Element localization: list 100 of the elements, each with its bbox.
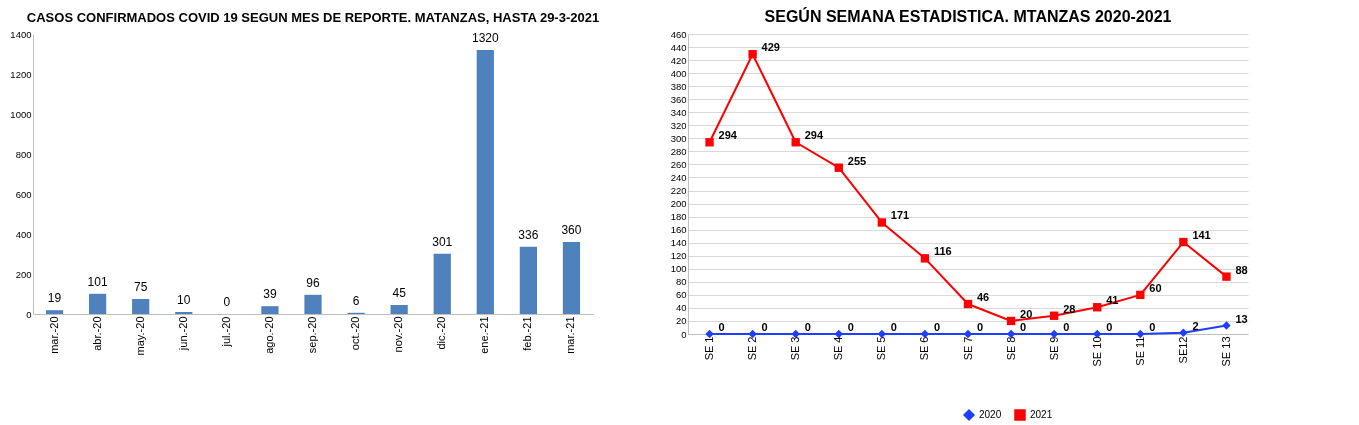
point [963, 299, 973, 309]
x-tick-label: jul.-20 [219, 316, 232, 348]
point [834, 163, 843, 172]
point [748, 50, 757, 59]
data-label: 39 [263, 287, 277, 302]
point [705, 138, 714, 147]
bar [433, 253, 451, 314]
y-tick-label: 280 [670, 145, 687, 157]
data-label: 0 [1106, 321, 1113, 333]
y-tick-label: 420 [670, 54, 687, 66]
x-tick-label: SE 8 [1004, 336, 1017, 361]
y-tick-label: 260 [670, 158, 687, 170]
data-label: 20 [1020, 307, 1033, 320]
data-label: 60 [1149, 281, 1162, 294]
data-label: 0 [804, 321, 811, 333]
chart-title: CASOS CONFIRMADOS COVID 19 SEGUN MES DE REPORTE. MATANZAS, HASTA 29-3-2021 [26, 10, 600, 25]
x-tick-label: ago.-20 [262, 316, 275, 354]
data-label: 0 [761, 321, 768, 333]
y-tick-label: 400 [15, 228, 32, 240]
y-tick-label: 0 [681, 328, 687, 340]
y-tick-label: 320 [670, 119, 687, 131]
point [1179, 237, 1188, 247]
x-tick-label: SE 1 [703, 336, 716, 361]
data-label: 96 [306, 275, 320, 290]
y-tick-label: 1200 [10, 68, 32, 80]
y-tick-label: 1400 [10, 28, 32, 40]
x-tick-label: SE 10 [1090, 336, 1103, 367]
bar [476, 50, 494, 314]
bar [45, 310, 64, 314]
x-tick-label: mar.-20 [47, 316, 60, 354]
data-label: 101 [87, 274, 108, 289]
chart-title: SEGÚN SEMANA ESTADISTICA. MTANZAS 2020-2021 [764, 7, 1172, 25]
y-tick-label: 1000 [10, 108, 32, 120]
y-tick-label: 20 [675, 315, 687, 327]
data-label: 1320 [471, 31, 499, 45]
x-tick-label: feb.-21 [521, 316, 534, 351]
x-tick-label: nov.-20 [392, 316, 405, 353]
data-label: 0 [933, 321, 941, 333]
y-tick-label: 140 [670, 237, 687, 249]
data-label: 116 [933, 245, 952, 258]
x-tick-label: SE 2 [746, 336, 759, 361]
y-tick-label: 200 [15, 268, 32, 280]
data-label: 0 [977, 321, 984, 333]
data-label: 360 [561, 223, 582, 237]
point [1179, 328, 1188, 337]
legend-label: 2020 [979, 409, 1002, 420]
x-tick-label: oct.-20 [349, 316, 362, 351]
data-label: 0 [1063, 321, 1070, 333]
data-label: 0 [1149, 321, 1156, 333]
point [1136, 290, 1145, 300]
point [791, 138, 800, 147]
y-tick-label: 120 [670, 250, 687, 262]
data-label: 2 [1192, 319, 1199, 332]
point [1006, 316, 1016, 326]
y-tick-label: 400 [670, 67, 687, 79]
x-tick-label: may.-20 [133, 316, 146, 356]
data-label: 0 [718, 321, 725, 333]
data-label: 88 [1235, 263, 1248, 276]
x-tick-label: SE12 [1176, 336, 1189, 364]
x-tick-label: SE 4 [832, 336, 845, 361]
x-tick-label: SE 3 [789, 336, 802, 361]
y-tick-label: 40 [675, 302, 687, 314]
x-tick-label: abr.-20 [90, 316, 103, 351]
data-label: 171 [890, 209, 910, 222]
data-label: 301 [432, 234, 453, 249]
y-tick-label: 600 [15, 188, 32, 200]
x-tick-label: ene.-21 [478, 316, 491, 354]
point [1222, 321, 1231, 330]
x-tick-label: SE 7 [961, 336, 974, 361]
data-label: 28 [1063, 302, 1076, 315]
legend-label: 2021 [1030, 409, 1053, 420]
y-tick-label: 300 [670, 132, 687, 144]
data-label: 255 [847, 154, 867, 167]
y-tick-label: 0 [26, 308, 32, 320]
point [1093, 303, 1102, 312]
y-tick-label: 380 [670, 80, 687, 92]
data-label: 0 [890, 321, 897, 333]
data-label: 429 [761, 41, 780, 54]
y-tick-label: 220 [670, 185, 687, 197]
x-tick-label: SE 13 [1219, 336, 1232, 367]
data-label: 0 [223, 295, 231, 309]
y-tick-label: 100 [670, 263, 687, 275]
bar [562, 242, 581, 314]
data-label: 19 [47, 291, 62, 306]
data-label: 336 [518, 227, 539, 242]
y-tick-label: 200 [670, 198, 687, 210]
x-tick-label: sep.-20 [306, 316, 318, 354]
bar [390, 305, 408, 314]
y-tick-label: 60 [675, 289, 687, 301]
y-tick-label: 160 [670, 224, 687, 236]
y-tick-label: 80 [675, 276, 687, 288]
bar [304, 294, 322, 314]
data-label: 294 [718, 129, 738, 142]
bar [132, 299, 150, 314]
data-label: 46 [977, 291, 990, 303]
y-tick-label: 180 [670, 211, 687, 223]
y-tick-label: 360 [670, 93, 687, 105]
y-tick-label: 240 [670, 171, 687, 183]
x-tick-label: SE 9 [1047, 336, 1060, 361]
x-tick-label: mar.-21 [564, 316, 577, 354]
